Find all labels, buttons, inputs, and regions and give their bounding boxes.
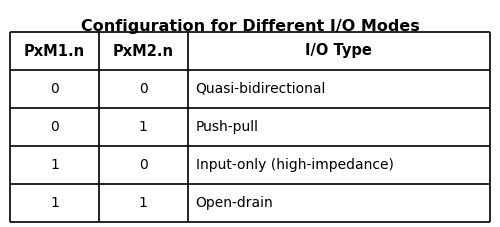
Text: 0: 0 [139,82,147,96]
Text: PxM2.n: PxM2.n [112,44,174,59]
Text: 0: 0 [50,120,59,134]
Text: Input-only (high-impedance): Input-only (high-impedance) [196,158,394,172]
Text: PxM1.n: PxM1.n [24,44,85,59]
Text: Quasi-bidirectional: Quasi-bidirectional [196,82,326,96]
Text: Open-drain: Open-drain [196,196,274,210]
Text: 1: 1 [139,120,147,134]
Text: 0: 0 [139,158,147,172]
Text: Push-pull: Push-pull [196,120,258,134]
Text: I/O Type: I/O Type [306,44,372,59]
Text: Configuration for Different I/O Modes: Configuration for Different I/O Modes [80,19,419,34]
Text: 1: 1 [50,196,59,210]
Text: 1: 1 [139,196,147,210]
Text: 1: 1 [50,158,59,172]
Text: 0: 0 [50,82,59,96]
